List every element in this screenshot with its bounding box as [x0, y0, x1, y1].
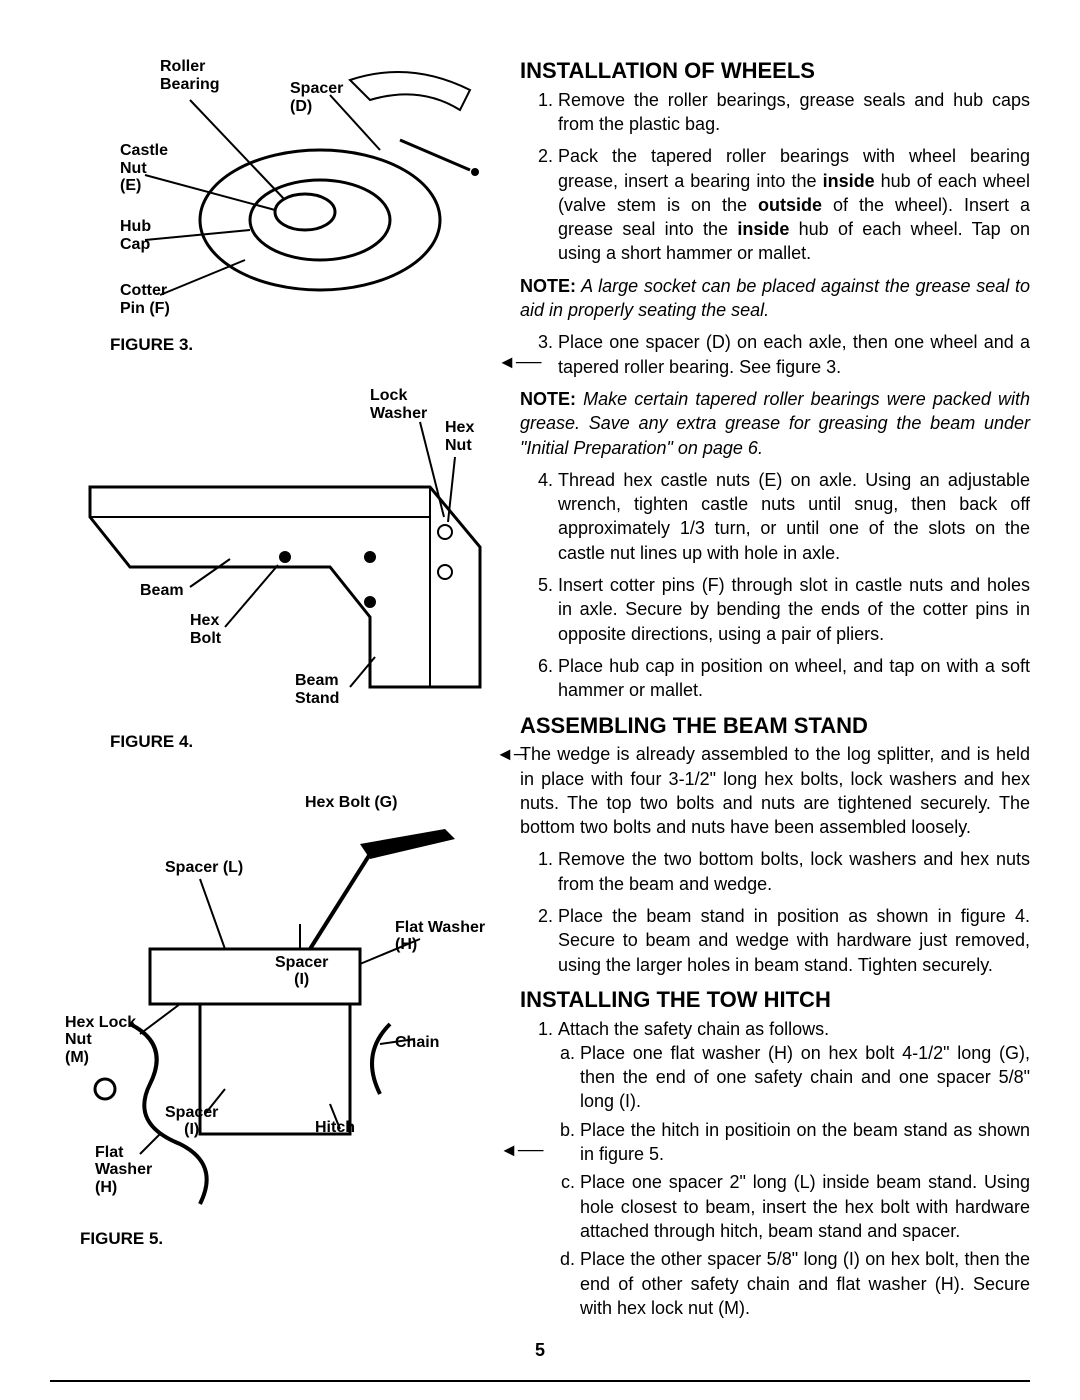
footer-rule — [50, 1380, 1030, 1382]
label-spacer-i-1: Spacer(I) — [275, 954, 328, 989]
heading-wheels: INSTALLATION OF WHEELS — [520, 56, 1030, 86]
wheels-step-4: Thread hex castle nuts (E) on axle. Usin… — [558, 468, 1030, 565]
figure-5: Hex Bolt (G) Spacer (L) Flat Washer(H) S… — [50, 784, 490, 1251]
text-column: INSTALLATION OF WHEELS Remove the roller… — [520, 50, 1030, 1328]
wheels-step-2: Pack the tapered roller bearings with wh… — [558, 144, 1030, 265]
beam-stand-intro: ◄─The wedge is already assembled to the … — [520, 742, 1030, 839]
label-chain: Chain — [395, 1034, 439, 1052]
figure-4-caption: FIGURE 4. — [110, 731, 490, 754]
label-hub-cap: HubCap — [120, 218, 151, 253]
tow-hitch-c: Place one spacer 2" long (L) inside beam… — [580, 1170, 1030, 1243]
heading-beam-stand: ASSEMBLING THE BEAM STAND — [520, 711, 1030, 741]
tow-hitch-d: Place the other spacer 5/8" long (I) on … — [580, 1247, 1030, 1320]
beam-stand-step-1: Remove the two bottom bolts, lock washer… — [558, 847, 1030, 896]
label-hex-bolt: HexBolt — [190, 612, 221, 647]
wheels-note-2: NOTE: Make certain tapered roller bearin… — [520, 387, 1030, 460]
tow-hitch-b: ◄──Place the hitch in positioin on the b… — [580, 1118, 1030, 1167]
wheels-step-5: Insert cotter pins (F) through slot in c… — [558, 573, 1030, 646]
label-hitch: Hitch — [315, 1119, 355, 1137]
label-hex-bolt-g: Hex Bolt (G) — [305, 794, 397, 812]
tow-hitch-a: Place one flat washer (H) on hex bolt 4-… — [580, 1041, 1030, 1114]
label-beam: Beam — [140, 582, 184, 600]
tow-hitch-step-1: Attach the safety chain as follows. Plac… — [558, 1017, 1030, 1321]
wheels-step-1: Remove the roller bearings, grease seals… — [558, 88, 1030, 137]
wheels-step-3: ◄──Place one spacer (D) on each axle, th… — [558, 330, 1030, 379]
label-spacer-d: Spacer(D) — [290, 80, 343, 115]
figures-column: RollerBearing Spacer(D) CastleNut(E) Hub… — [50, 50, 490, 1328]
label-flat-washer-h: Flat Washer(H) — [395, 919, 485, 954]
wheels-step-6: Place hub cap in position on wheel, and … — [558, 654, 1030, 703]
label-hex-lock-nut-m: Hex LockNut(M) — [65, 1014, 136, 1067]
label-cotter-pin-f: CotterPin (F) — [120, 282, 170, 317]
figure-5-caption: FIGURE 5. — [80, 1228, 490, 1251]
label-castle-nut-e: CastleNut(E) — [120, 142, 168, 195]
page-number: 5 — [50, 1338, 1030, 1362]
heading-tow-hitch: INSTALLING THE TOW HITCH — [520, 985, 1030, 1015]
figure-3: RollerBearing Spacer(D) CastleNut(E) Hub… — [50, 50, 490, 357]
label-spacer-i-2: Spacer(I) — [165, 1104, 218, 1139]
label-roller-bearing: RollerBearing — [160, 58, 220, 93]
label-flat-washer-h2: FlatWasher(H) — [95, 1144, 152, 1197]
label-lock-washer: LockWasher — [370, 387, 427, 422]
wheels-note-1: NOTE: A large socket can be placed again… — [520, 274, 1030, 323]
label-beam-stand: BeamStand — [295, 672, 339, 707]
label-hex-nut: HexNut — [445, 419, 474, 454]
figure-4: LockWasher HexNut Beam HexBolt BeamStand… — [50, 387, 490, 754]
label-spacer-l: Spacer (L) — [165, 859, 243, 877]
figure-3-caption: FIGURE 3. — [110, 334, 490, 357]
beam-stand-step-2: Place the beam stand in position as show… — [558, 904, 1030, 977]
